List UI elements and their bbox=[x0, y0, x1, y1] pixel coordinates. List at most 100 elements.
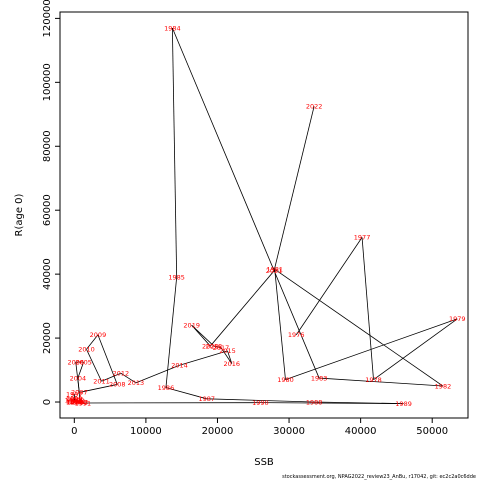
segment-2014-2015 bbox=[179, 350, 228, 366]
point-label-1981: 1981 bbox=[266, 266, 283, 274]
point-label-1993: 1993 bbox=[65, 397, 82, 405]
x-tick-label: 40000 bbox=[345, 426, 377, 437]
point-label-1987: 1987 bbox=[198, 395, 215, 403]
segment-1986-1987 bbox=[165, 387, 207, 400]
segment-1980-1981 bbox=[274, 269, 286, 380]
point-label-2001: 2001 bbox=[70, 398, 87, 406]
point-label-1979: 1979 bbox=[449, 315, 466, 323]
y-tick-label: 60000 bbox=[42, 194, 53, 226]
point-label-2002: 2002 bbox=[71, 398, 88, 406]
segment-1989-1990 bbox=[260, 402, 404, 405]
point-label-2007: 2007 bbox=[71, 389, 88, 397]
x-axis: 0 10000 20000 30000 40000 50000 bbox=[71, 418, 448, 437]
point-label-2019: 2019 bbox=[183, 322, 200, 330]
segment-1977-1978 bbox=[361, 237, 374, 380]
point-label-1983: 1983 bbox=[311, 374, 328, 382]
segment-2021-2022 bbox=[273, 106, 315, 272]
x-tick-label: 20000 bbox=[202, 426, 234, 437]
point-label-1991: 1991 bbox=[75, 399, 92, 407]
y-axis: 0 20000 40000 60000 80000 100000 120000 bbox=[42, 0, 60, 405]
segment-1982-1983 bbox=[319, 377, 443, 387]
x-tick-label: 30000 bbox=[273, 426, 305, 437]
point-label-1996: 1996 bbox=[66, 397, 83, 405]
point-label-2006: 2006 bbox=[67, 358, 84, 366]
year-labels: 1976 1977 1978 1979 1980 1981 1982 1983 1984 1985… bbox=[65, 24, 466, 408]
point-label-2014: 2014 bbox=[171, 362, 188, 370]
segment-1999-2000 bbox=[74, 398, 76, 401]
point-label-1989: 1989 bbox=[395, 400, 412, 408]
x-axis-title: SSB bbox=[254, 457, 274, 468]
point-label-2003: 2003 bbox=[72, 399, 89, 407]
segment-2017-2018 bbox=[213, 345, 222, 349]
segment-1976-1977 bbox=[295, 237, 363, 336]
point-label-2018: 2018 bbox=[206, 342, 223, 350]
segment-1985-1986 bbox=[165, 277, 178, 388]
point-label-1986: 1986 bbox=[158, 384, 175, 392]
point-label-1988: 1988 bbox=[306, 398, 323, 406]
segment-2009-2010 bbox=[86, 334, 99, 350]
point-label-2013: 2013 bbox=[128, 379, 145, 387]
segment-2006-2007 bbox=[75, 362, 80, 393]
y-tick-label: 120000 bbox=[42, 0, 53, 37]
point-label-2010: 2010 bbox=[78, 346, 95, 354]
x-tick-label: 50000 bbox=[416, 426, 448, 437]
segment-1984-1985 bbox=[171, 27, 178, 278]
point-label-2015: 2015 bbox=[219, 347, 236, 355]
point-label-1990: 1990 bbox=[252, 399, 269, 407]
point-label-1982: 1982 bbox=[435, 382, 452, 390]
trajectory-lines bbox=[72, 27, 458, 405]
y-tick-label: 80000 bbox=[42, 130, 53, 162]
point-label-2000: 2000 bbox=[67, 396, 84, 404]
point-label-1994: 1994 bbox=[66, 398, 83, 406]
point-label-2009: 2009 bbox=[90, 331, 107, 339]
y-tick-label: 20000 bbox=[42, 322, 53, 354]
segment-2015-2016 bbox=[227, 350, 233, 364]
point-label-1992: 1992 bbox=[67, 398, 84, 406]
segment-2018-2019 bbox=[191, 324, 215, 347]
segment-2004-2005 bbox=[77, 361, 84, 379]
point-label-1980: 1980 bbox=[277, 376, 294, 384]
y-tick-label: 40000 bbox=[42, 258, 53, 290]
segment-1979-1980 bbox=[285, 318, 458, 381]
point-label-1984: 1984 bbox=[164, 24, 181, 32]
point-label-2022: 2022 bbox=[306, 103, 323, 111]
segment-1978-1979 bbox=[373, 318, 458, 380]
point-label-1998: 1998 bbox=[66, 396, 83, 404]
segment-1991-1992 bbox=[74, 401, 83, 404]
point-label-1976: 1976 bbox=[288, 331, 305, 339]
segment-2016-2017 bbox=[220, 347, 233, 364]
point-label-1977: 1977 bbox=[354, 234, 371, 242]
y-tick-label: 100000 bbox=[42, 63, 53, 101]
segment-2020-2021 bbox=[210, 270, 275, 347]
point-label-2008: 2008 bbox=[109, 381, 126, 389]
point-label-2017: 2017 bbox=[213, 344, 230, 352]
y-axis-title: R(age 0) bbox=[14, 193, 25, 236]
segment-2013-2014 bbox=[135, 364, 180, 384]
x-tick-label: 10000 bbox=[130, 426, 162, 437]
y-tick-label: 0 bbox=[42, 399, 53, 405]
segment-2000-2001 bbox=[75, 399, 79, 402]
segment-2010-2011 bbox=[86, 349, 102, 382]
segment-2011-2012 bbox=[101, 372, 121, 382]
segment-2007-2008 bbox=[79, 384, 118, 393]
x-tick-label: 0 bbox=[71, 426, 77, 437]
segment-2012-2013 bbox=[120, 372, 137, 384]
footer-text: stockassessment.org, NPAG2022_review23_A… bbox=[282, 474, 476, 480]
point-label-1997: 1997 bbox=[66, 390, 83, 398]
point-label-2016: 2016 bbox=[224, 360, 241, 368]
point-label-1985: 1985 bbox=[168, 274, 185, 282]
point-label-2021: 2021 bbox=[266, 267, 283, 275]
point-label-2020: 2020 bbox=[202, 342, 219, 350]
segment-1983-1984 bbox=[172, 27, 320, 379]
point-label-1995: 1995 bbox=[66, 398, 83, 406]
point-label-2011: 2011 bbox=[93, 378, 110, 386]
segment-2019-2020 bbox=[191, 325, 211, 347]
segment-1981-1982 bbox=[274, 269, 444, 387]
point-label-2004: 2004 bbox=[70, 374, 87, 382]
segment-1987-1988 bbox=[206, 398, 315, 403]
point-label-1999: 1999 bbox=[66, 395, 83, 403]
point-label-2005: 2005 bbox=[75, 358, 92, 366]
plot-frame bbox=[59, 11, 469, 419]
point-label-1978: 1978 bbox=[365, 376, 382, 384]
